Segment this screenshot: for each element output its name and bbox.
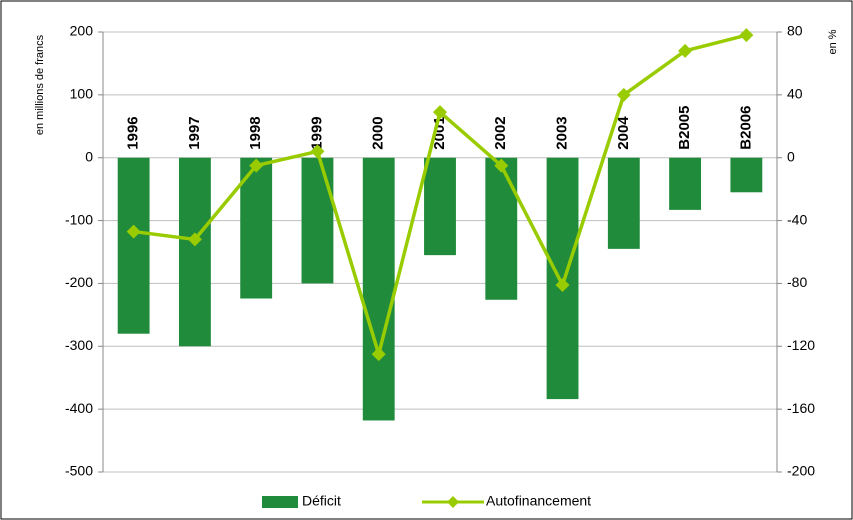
y-tick-label: -400 [65,400,93,416]
line-marker [433,105,447,120]
y2-tick-label: 0 [787,148,795,164]
y-tick-label: -300 [65,337,93,353]
bar [485,157,518,300]
bar [730,157,763,193]
legend-swatch [262,496,298,508]
line-marker [371,347,386,362]
bar [607,157,640,249]
legend-marker [447,496,459,508]
y2-tick-label: -160 [787,400,815,416]
bar [362,157,395,421]
x-tick-label: B2005 [676,106,693,150]
y-tick-label: -500 [65,463,93,479]
bar [424,157,456,256]
bar [669,157,702,210]
bar [301,157,334,284]
line-marker [678,43,693,58]
line-marker [187,232,202,247]
legend-label: Autofinancement [486,493,591,509]
line-marker [249,158,264,173]
y-axis-title: en millions de francs [34,34,46,135]
y-tick-label: 100 [70,86,94,102]
y2-tick-label: 40 [787,86,803,102]
y2-tick-label: -80 [787,274,807,290]
y2-tick-label: -120 [787,337,815,353]
bar [117,157,150,334]
x-tick-label: 2002 [492,116,509,149]
x-tick-label: 2003 [554,116,571,149]
y2-tick-label: 80 [787,23,803,39]
line-marker [739,28,754,43]
y-tick-label: -100 [65,211,93,227]
x-tick-label: 1999 [308,116,325,149]
bar [240,157,273,299]
y-tick-label: -200 [65,274,93,290]
y-tick-label: 0 [85,148,93,164]
bar [178,157,211,347]
x-tick-label: 1996 [125,116,142,149]
x-tick-label: B2006 [737,106,754,150]
y2-tick-label: -40 [787,211,807,227]
x-tick-label: 1997 [186,116,203,149]
line-marker [616,87,631,102]
x-tick-label: 2004 [615,116,632,150]
line-marker [555,278,570,292]
x-tick-label: 1998 [247,116,264,149]
line-marker [494,158,509,173]
y-tick-label: 200 [70,23,94,39]
y2-axis-title: en % [827,29,839,54]
y2-tick-label: -200 [787,463,815,479]
line-marker [310,144,325,159]
legend-label: Déficit [302,493,341,509]
x-tick-label: 2000 [370,116,387,149]
line-marker [126,224,141,239]
